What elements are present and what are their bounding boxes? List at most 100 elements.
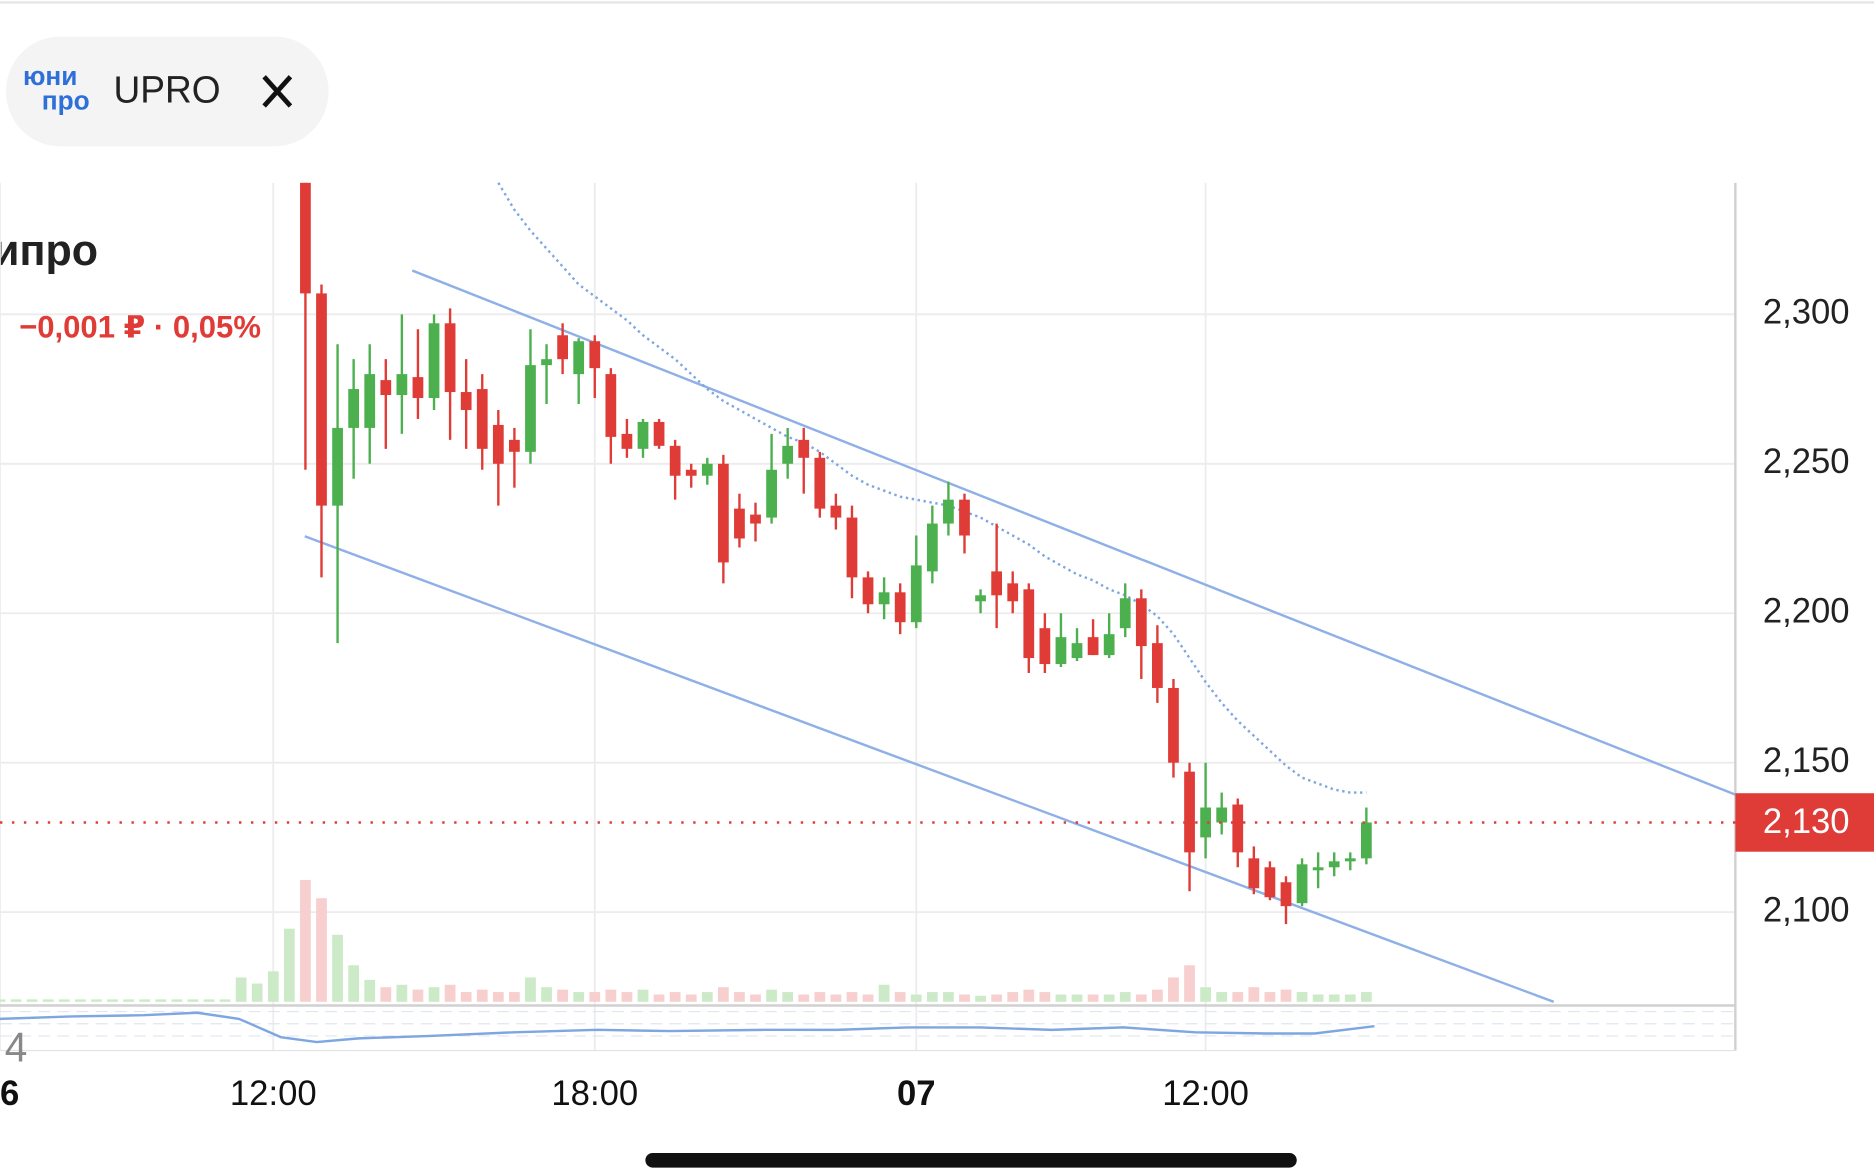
candle-body [653,421,665,446]
candle-body [428,323,440,399]
volume-bar [460,992,472,1002]
volume-bar [1248,987,1260,1002]
candle-body [1039,628,1051,665]
volume-bar [42,999,54,1002]
volume-bar [766,989,777,1002]
volume-bar [139,999,151,1002]
volume-bar [862,994,874,1002]
y-tick-label: 2,200 [1763,591,1850,630]
moving-average [497,182,1367,794]
volume-bar [123,999,134,1002]
volume-bar [1103,994,1115,1002]
x-tick-label: 6 [0,1074,19,1113]
indicator-label: 4 [5,1024,28,1070]
candle-body [750,514,761,524]
candle-body [1152,643,1163,688]
instrument-name: Юнипро [0,227,98,275]
candle-body [846,517,858,578]
candle-body [605,374,617,437]
volume-bar [926,992,938,1002]
last-price-badge [1735,793,1874,852]
volume-bar [685,994,697,1002]
candle-body [717,463,729,563]
volume-bar [943,992,954,1002]
volume-bar [1296,992,1308,1002]
volume-bar [1135,994,1147,1002]
candle-body [1312,867,1324,871]
volume-bar [219,999,231,1002]
candle-body [1248,858,1260,889]
volume-bar [525,977,536,1002]
volume-bar [428,987,440,1002]
candle-body [959,499,970,536]
ticker-chip[interactable] [5,36,329,147]
volume-bar [267,971,279,1002]
ticker: UPRO [114,68,221,110]
volume-bar [155,999,167,1002]
volume-bar [300,879,311,1002]
volume-bar [1216,992,1228,1002]
candle-body [300,182,311,294]
volume-bar [58,999,70,1002]
candle-body [1344,858,1356,862]
volume-bar [573,992,585,1002]
volume-bar [444,984,456,1002]
candle-body [637,421,649,449]
volume-bar [26,999,38,1002]
volume-bar [959,994,970,1002]
logo-bottom: про [42,85,90,115]
close-icon[interactable] [262,75,293,108]
indicator-grid [0,1010,1736,1037]
upper-trendline[interactable] [411,269,1736,796]
volume-bar [348,965,360,1002]
candle-body [492,424,504,464]
volume-bar [1200,987,1211,1002]
candle-body [1280,882,1292,907]
candle-body [380,380,392,396]
volume-bar [332,934,343,1002]
volume-bar [846,992,858,1002]
volume-bar [605,989,617,1002]
candle-body [396,374,408,396]
candle-body [1119,598,1131,629]
y-tick-label: 2,100 [1763,890,1850,929]
volume-bar [1184,965,1195,1002]
candle-body [589,341,601,369]
x-tick-label: 12:00 [1162,1074,1249,1113]
volume-bar [1087,994,1099,1002]
candle-body [830,505,842,518]
volume-bar [701,992,713,1002]
last-price-label: 2,130 [1763,802,1850,841]
volume-bar [396,984,408,1002]
candle-body [509,439,520,452]
x-tick-label: 18:00 [551,1074,638,1113]
volume-bar [251,983,263,1002]
volume-bar [235,977,247,1002]
candle-body [1328,861,1340,868]
volume-bar [364,979,376,1002]
y-tick-label: 2,300 [1763,292,1850,331]
volume-bar [589,992,601,1002]
candle-body [798,439,810,458]
volume-bar [814,992,826,1002]
candle-body [894,592,906,623]
volume-bar [1039,992,1051,1002]
volume-bar [187,999,199,1002]
volume-bar [1007,992,1019,1002]
candle-body [573,341,585,375]
volume-bar [1152,989,1163,1002]
lower-trendline[interactable] [304,535,1555,1003]
volume-bar [1232,992,1244,1002]
candle-body [476,389,488,449]
volume-bar [975,995,986,1002]
volume-bar [171,999,183,1002]
volume-bar [1168,977,1179,1002]
candle-body [943,499,954,524]
volume-bar [509,992,520,1002]
candle-body [557,335,568,360]
candle-body [782,445,794,464]
volume-bar [1360,992,1372,1002]
volume-bar [910,994,922,1002]
